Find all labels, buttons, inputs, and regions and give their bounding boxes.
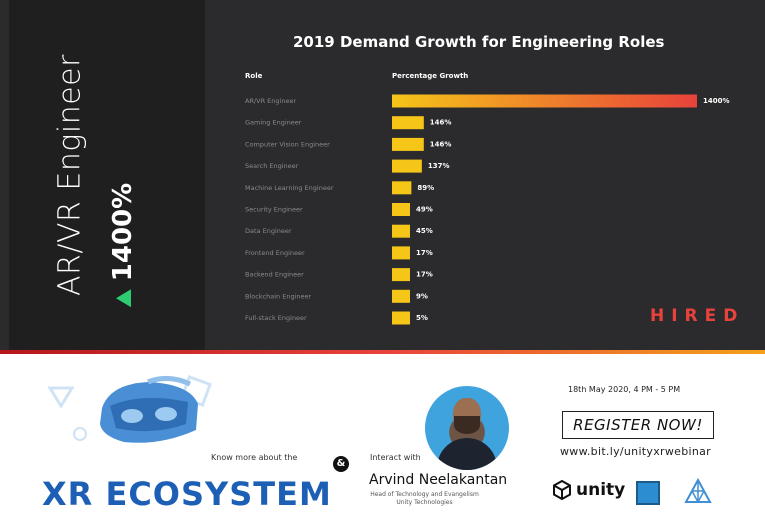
data-label: 17% bbox=[416, 249, 433, 257]
know-more-text: Know more about the bbox=[211, 453, 298, 462]
category-label: Computer Vision Engineer bbox=[245, 140, 330, 148]
hired-logo: HIRED bbox=[650, 306, 745, 326]
data-label: 9% bbox=[416, 292, 428, 300]
sidebar-highlight bbox=[9, 0, 205, 350]
category-label: AR/VR Engineer bbox=[245, 97, 296, 105]
unity-logo: unity bbox=[552, 480, 625, 500]
partner-logo-icon bbox=[636, 481, 660, 505]
bar bbox=[392, 246, 410, 260]
speaker-role: Head of Technology and Evangelism Unity … bbox=[367, 491, 482, 507]
speaker-role-line-1: Head of Technology and Evangelism bbox=[370, 491, 479, 498]
category-label: Search Engineer bbox=[245, 162, 299, 170]
bar bbox=[392, 289, 410, 303]
bar bbox=[392, 268, 410, 282]
data-label: 146% bbox=[430, 140, 452, 148]
column-header-role: Role bbox=[245, 72, 263, 80]
bar bbox=[392, 159, 422, 173]
data-label: 17% bbox=[416, 271, 433, 279]
data-label: 1400% bbox=[703, 97, 730, 105]
data-label: 45% bbox=[416, 227, 433, 235]
data-label: 146% bbox=[430, 119, 452, 127]
vr-headset-illustration bbox=[47, 374, 213, 443]
category-label: Machine Learning Engineer bbox=[245, 184, 334, 192]
category-label: Backend Engineer bbox=[245, 271, 304, 279]
bar-chart: Role Percentage Growth AR/VR Engineer 1400%… bbox=[245, 72, 730, 325]
register-now-button[interactable]: REGISTER NOW! bbox=[562, 411, 714, 439]
speaker-role-line-2: Unity Technologies bbox=[396, 499, 453, 506]
divider-stripe bbox=[0, 350, 765, 354]
interact-with-text: Interact with bbox=[370, 453, 421, 462]
bar bbox=[392, 94, 697, 108]
partner-mesh-icon bbox=[684, 478, 712, 503]
data-label: 137% bbox=[428, 162, 450, 170]
avatar-beard bbox=[454, 416, 480, 434]
bar bbox=[392, 311, 410, 325]
data-label: 5% bbox=[416, 314, 428, 322]
bar bbox=[392, 203, 410, 216]
registration-link[interactable]: www.bit.ly/unityxrwebinar bbox=[560, 445, 711, 458]
data-label: 49% bbox=[416, 206, 433, 214]
bar bbox=[392, 116, 424, 130]
unity-cube-icon bbox=[553, 480, 571, 500]
ampersand-badge: & bbox=[333, 456, 349, 472]
highlight-stat: 1400% bbox=[108, 182, 138, 308]
category-label: Data Engineer bbox=[245, 227, 292, 235]
category-label: Blockchain Engineer bbox=[245, 292, 312, 300]
column-header-growth: Percentage Growth bbox=[392, 72, 468, 80]
speaker-name: Arvind Neelakantan bbox=[369, 472, 508, 488]
highlight-stat-value: 1400% bbox=[108, 182, 138, 282]
bar bbox=[392, 181, 412, 195]
up-triangle-icon bbox=[115, 289, 131, 308]
category-label: Full-stack Engineer bbox=[245, 314, 307, 322]
category-label: Frontend Engineer bbox=[245, 249, 305, 257]
bar bbox=[392, 137, 424, 151]
highlight-role: AR/VR Engineer bbox=[52, 54, 88, 296]
event-date: 18th May 2020, 4 PM - 5 PM bbox=[568, 385, 681, 394]
data-label: 89% bbox=[417, 184, 434, 192]
category-label: Gaming Engineer bbox=[245, 119, 302, 127]
speaker-avatar bbox=[425, 386, 509, 470]
xr-ecosystem-title: XR ECOSYSTEM bbox=[42, 475, 332, 513]
avatar-body bbox=[437, 438, 497, 470]
unity-wordmark: unity bbox=[576, 480, 626, 500]
category-label: Security Engineer bbox=[245, 206, 303, 214]
chart-title: 2019 Demand Growth for Engineering Roles bbox=[293, 33, 665, 51]
bar bbox=[392, 224, 410, 238]
